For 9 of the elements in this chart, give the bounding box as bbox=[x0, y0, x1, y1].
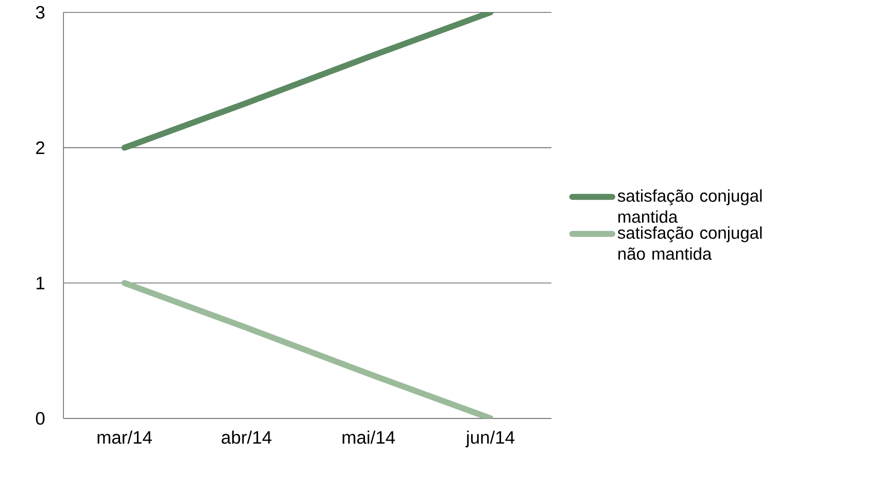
legend-label: satisfação conjugal não mantida bbox=[618, 226, 762, 260]
x-tick-label: mai/14 bbox=[342, 430, 395, 444]
y-tick-label: 0 bbox=[36, 412, 45, 425]
y-tick-label: 2 bbox=[36, 142, 44, 154]
x-tick-label: jun/14 bbox=[465, 430, 514, 448]
x-tick-label: mar/14 bbox=[98, 430, 152, 444]
y-tick-label: 3 bbox=[36, 6, 44, 19]
y-tick-label: 1 bbox=[36, 277, 44, 290]
x-tick-label: abr/14 bbox=[222, 430, 272, 444]
